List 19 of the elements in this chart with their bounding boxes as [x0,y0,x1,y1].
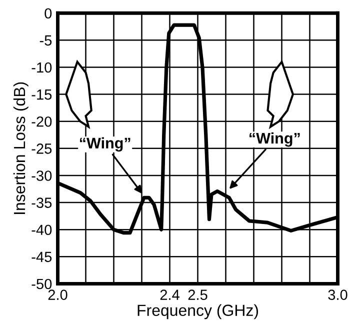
y-axis-title: Insertion Loss (dB) [13,82,28,214]
y-tick-label: -45 [32,252,52,262]
y-tick-label: -40 [32,224,52,236]
x-tick-label: 2.5 [188,290,208,300]
x-tick-label: 2.4 [160,290,180,300]
y-tick-label: -10 [32,62,52,73]
x-axis-title: Frequency (GHz) [138,304,258,320]
y-tick-label: -5 [40,35,52,46]
annotation: “Wing” [80,137,130,152]
y-tick-label: -50 [32,278,52,290]
y-tick-label: 0 [44,8,52,19]
annotation: “Wing” [250,132,300,147]
y-tick-label: -20 [32,116,52,127]
y-tick-label: -35 [32,198,52,208]
x-tick-label: 3.0 [328,290,348,300]
y-tick-label: -15 [32,90,52,100]
y-tick-label: -25 [32,144,52,154]
x-tick-label: 2.0 [48,290,68,300]
y-tick-label: -30 [32,170,52,181]
